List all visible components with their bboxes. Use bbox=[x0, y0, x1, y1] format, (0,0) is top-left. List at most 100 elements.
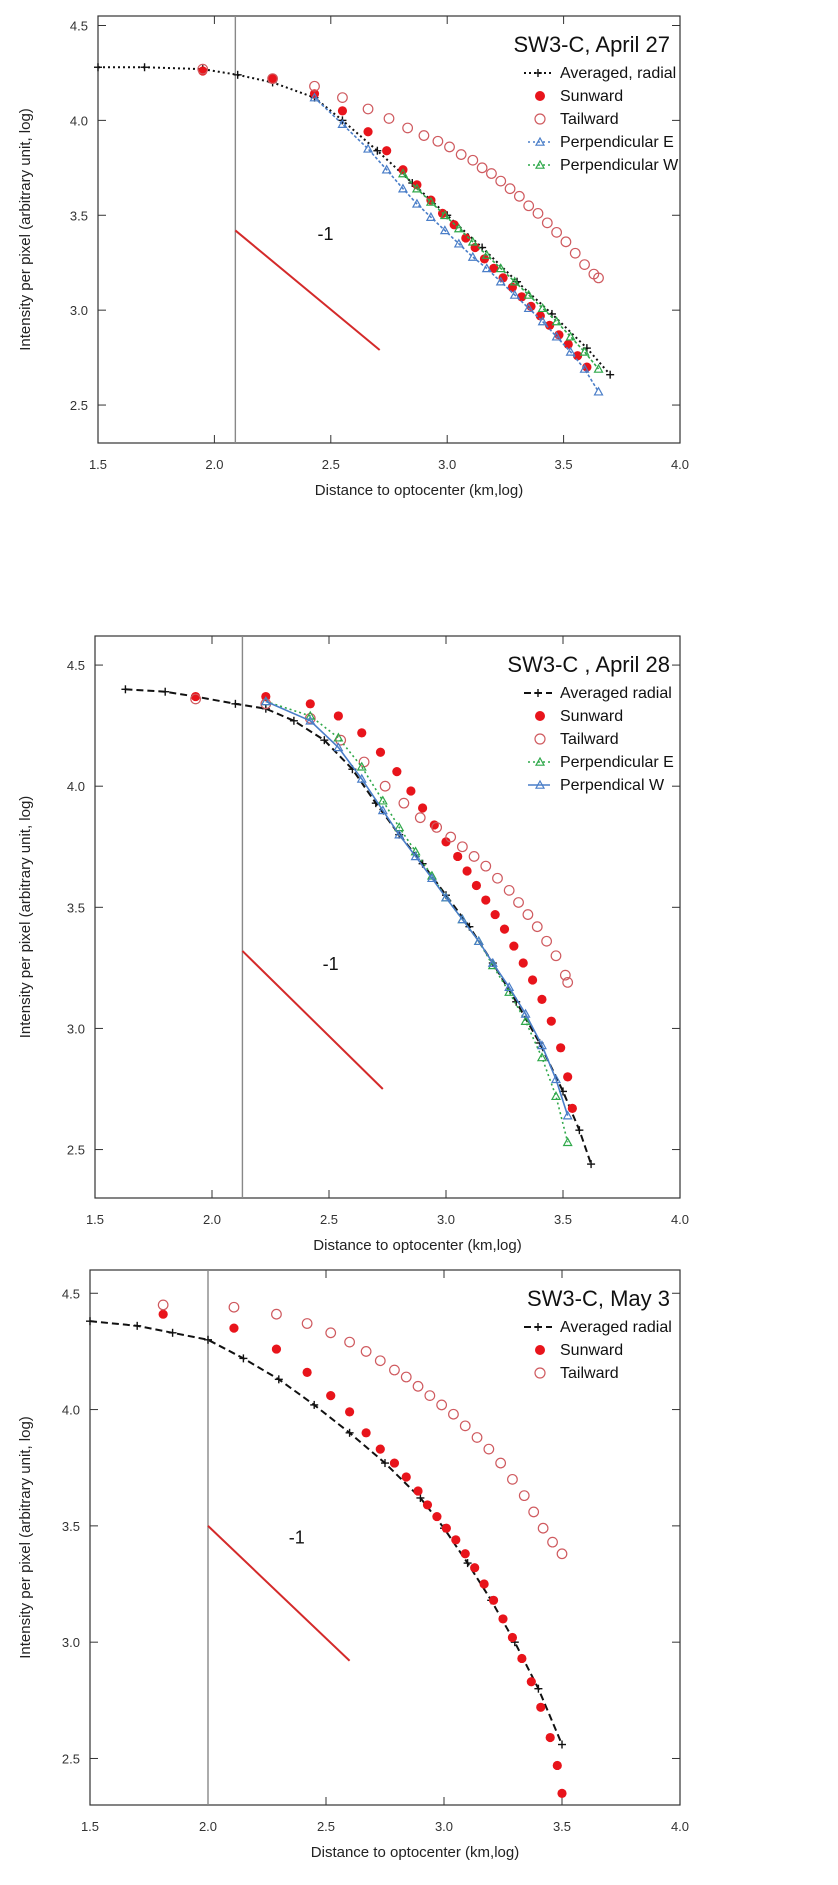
sunward-point bbox=[488, 1595, 499, 1605]
tailward-point bbox=[431, 821, 443, 833]
tailward-point bbox=[579, 259, 590, 271]
series-perpendicular-line bbox=[402, 172, 600, 370]
sunward-point bbox=[546, 1016, 556, 1026]
perpendicular-point bbox=[397, 183, 408, 193]
x-tick-label: 4.0 bbox=[671, 1819, 689, 1834]
y-tick-label: 2.5 bbox=[62, 1751, 80, 1766]
sunward-point bbox=[526, 1677, 536, 1687]
tailward-point bbox=[400, 1371, 412, 1383]
sunward-point bbox=[451, 1535, 461, 1545]
tailward-point bbox=[480, 860, 492, 872]
tailward-point bbox=[157, 1299, 169, 1311]
perpendicular-point bbox=[305, 710, 316, 720]
perpendicular-point bbox=[509, 276, 520, 286]
perpendicular-point bbox=[363, 143, 374, 153]
x-axis-label: Distance to optocenter (km,log) bbox=[315, 482, 523, 499]
tailward-point bbox=[301, 1318, 313, 1329]
sunward-point bbox=[460, 1549, 470, 1559]
sunward-point bbox=[481, 895, 491, 905]
legend-swatch-sunward bbox=[535, 711, 545, 721]
tailward-point bbox=[503, 884, 515, 896]
legend-swatch-perpendicular-marker bbox=[534, 136, 546, 146]
perpendicular-point bbox=[481, 263, 492, 273]
tailward-point bbox=[541, 935, 553, 947]
x-tick-label: 3.5 bbox=[554, 1212, 572, 1227]
slope-guide-line bbox=[241, 950, 384, 1090]
chart-svg-may3: 1.5 2.0 2.5 3.0 3.5 4.0 2.5 3.0 3.5 4.0 4.5 Distanc… bbox=[17, 1269, 689, 1861]
perpendicular-point bbox=[593, 386, 604, 396]
y-tick-label: 3.5 bbox=[70, 208, 88, 223]
sunward-point bbox=[229, 1323, 239, 1333]
legend-label: Sunward bbox=[560, 1342, 623, 1359]
tailward-point bbox=[424, 1390, 436, 1402]
tailward-point bbox=[228, 1301, 240, 1313]
tailward-point bbox=[531, 921, 543, 933]
perpendicular-point bbox=[439, 210, 450, 220]
tailward-point bbox=[468, 851, 480, 862]
sunward-point bbox=[507, 1632, 518, 1643]
x-tick-label: 1.5 bbox=[81, 1819, 99, 1834]
perpendicular-point bbox=[579, 363, 590, 373]
sunward-point bbox=[453, 851, 463, 862]
y-tick-label: 3.0 bbox=[67, 1021, 85, 1036]
legend-label: Sunward bbox=[560, 708, 623, 725]
sunward-point bbox=[572, 351, 583, 361]
y-tick-label: 4.0 bbox=[70, 113, 88, 128]
perpendicular-point bbox=[439, 225, 450, 235]
chart-title: SW3-C , April 28 bbox=[507, 652, 670, 677]
perpendicular-point bbox=[377, 805, 388, 815]
perpendicular-point bbox=[487, 957, 498, 967]
sunward-point bbox=[557, 1788, 567, 1798]
perpendicular-point bbox=[467, 251, 478, 261]
legend-label: Averaged radial bbox=[560, 1319, 672, 1336]
sunward-point bbox=[441, 1523, 451, 1533]
chart-title: SW3-C, April 27 bbox=[514, 32, 671, 57]
tailward-point bbox=[309, 80, 320, 92]
perpendicular-point bbox=[426, 873, 437, 883]
y-tick-label: 2.5 bbox=[67, 1143, 85, 1158]
tailward-point bbox=[559, 969, 571, 981]
tailward-point bbox=[537, 1522, 549, 1534]
tailward-point bbox=[412, 1380, 424, 1392]
sunward-point bbox=[462, 866, 472, 876]
series-group bbox=[94, 63, 615, 396]
x-tick-label: 2.0 bbox=[199, 1819, 217, 1834]
series-averaged-line bbox=[89, 1320, 563, 1745]
perpendicular-point bbox=[504, 982, 515, 992]
sunward-point bbox=[489, 263, 499, 274]
perpendicular-point bbox=[377, 795, 388, 805]
tailward-point bbox=[483, 1443, 495, 1455]
sunward-point bbox=[518, 958, 528, 968]
perpendicular-point bbox=[453, 238, 464, 248]
x-tick-label: 4.0 bbox=[671, 457, 689, 472]
sunward-point bbox=[567, 1103, 577, 1113]
y-tick-label: 4.0 bbox=[62, 1403, 80, 1418]
perpendicular-point bbox=[550, 1091, 561, 1101]
y-axis-label: Intensity per pixel (arbitrary unit, log… bbox=[17, 108, 34, 351]
perpendicular-point bbox=[356, 761, 367, 771]
legend-swatch-sunward bbox=[535, 91, 545, 101]
tailward-point bbox=[414, 812, 426, 824]
legend-label: Perpendical W bbox=[560, 777, 665, 794]
perpendicular-point bbox=[333, 732, 344, 742]
perpendicular-point bbox=[537, 316, 548, 326]
perpendicular-point bbox=[397, 168, 408, 178]
plot-frame bbox=[89, 1269, 681, 1806]
sunward-point bbox=[479, 1579, 489, 1589]
x-tick-label: 2.5 bbox=[320, 1212, 338, 1227]
perpendicular-point bbox=[520, 1008, 531, 1018]
perpendicular-point bbox=[410, 851, 421, 861]
tailward-point bbox=[569, 247, 581, 259]
legend-label: Sunward bbox=[560, 88, 623, 105]
slope-guide-line bbox=[207, 1525, 351, 1662]
perpendicular-point bbox=[520, 1015, 531, 1025]
legend-label: Perpendicular E bbox=[560, 134, 674, 151]
tailward-point bbox=[432, 135, 444, 147]
tailward-point bbox=[456, 841, 468, 853]
sunward-point bbox=[345, 1407, 355, 1417]
sunward-point bbox=[536, 1702, 546, 1712]
sunward-point bbox=[357, 728, 367, 738]
y-tick-label: 3.5 bbox=[67, 900, 85, 915]
x-tick-label: 1.5 bbox=[89, 457, 107, 472]
tailward-point bbox=[522, 909, 534, 920]
